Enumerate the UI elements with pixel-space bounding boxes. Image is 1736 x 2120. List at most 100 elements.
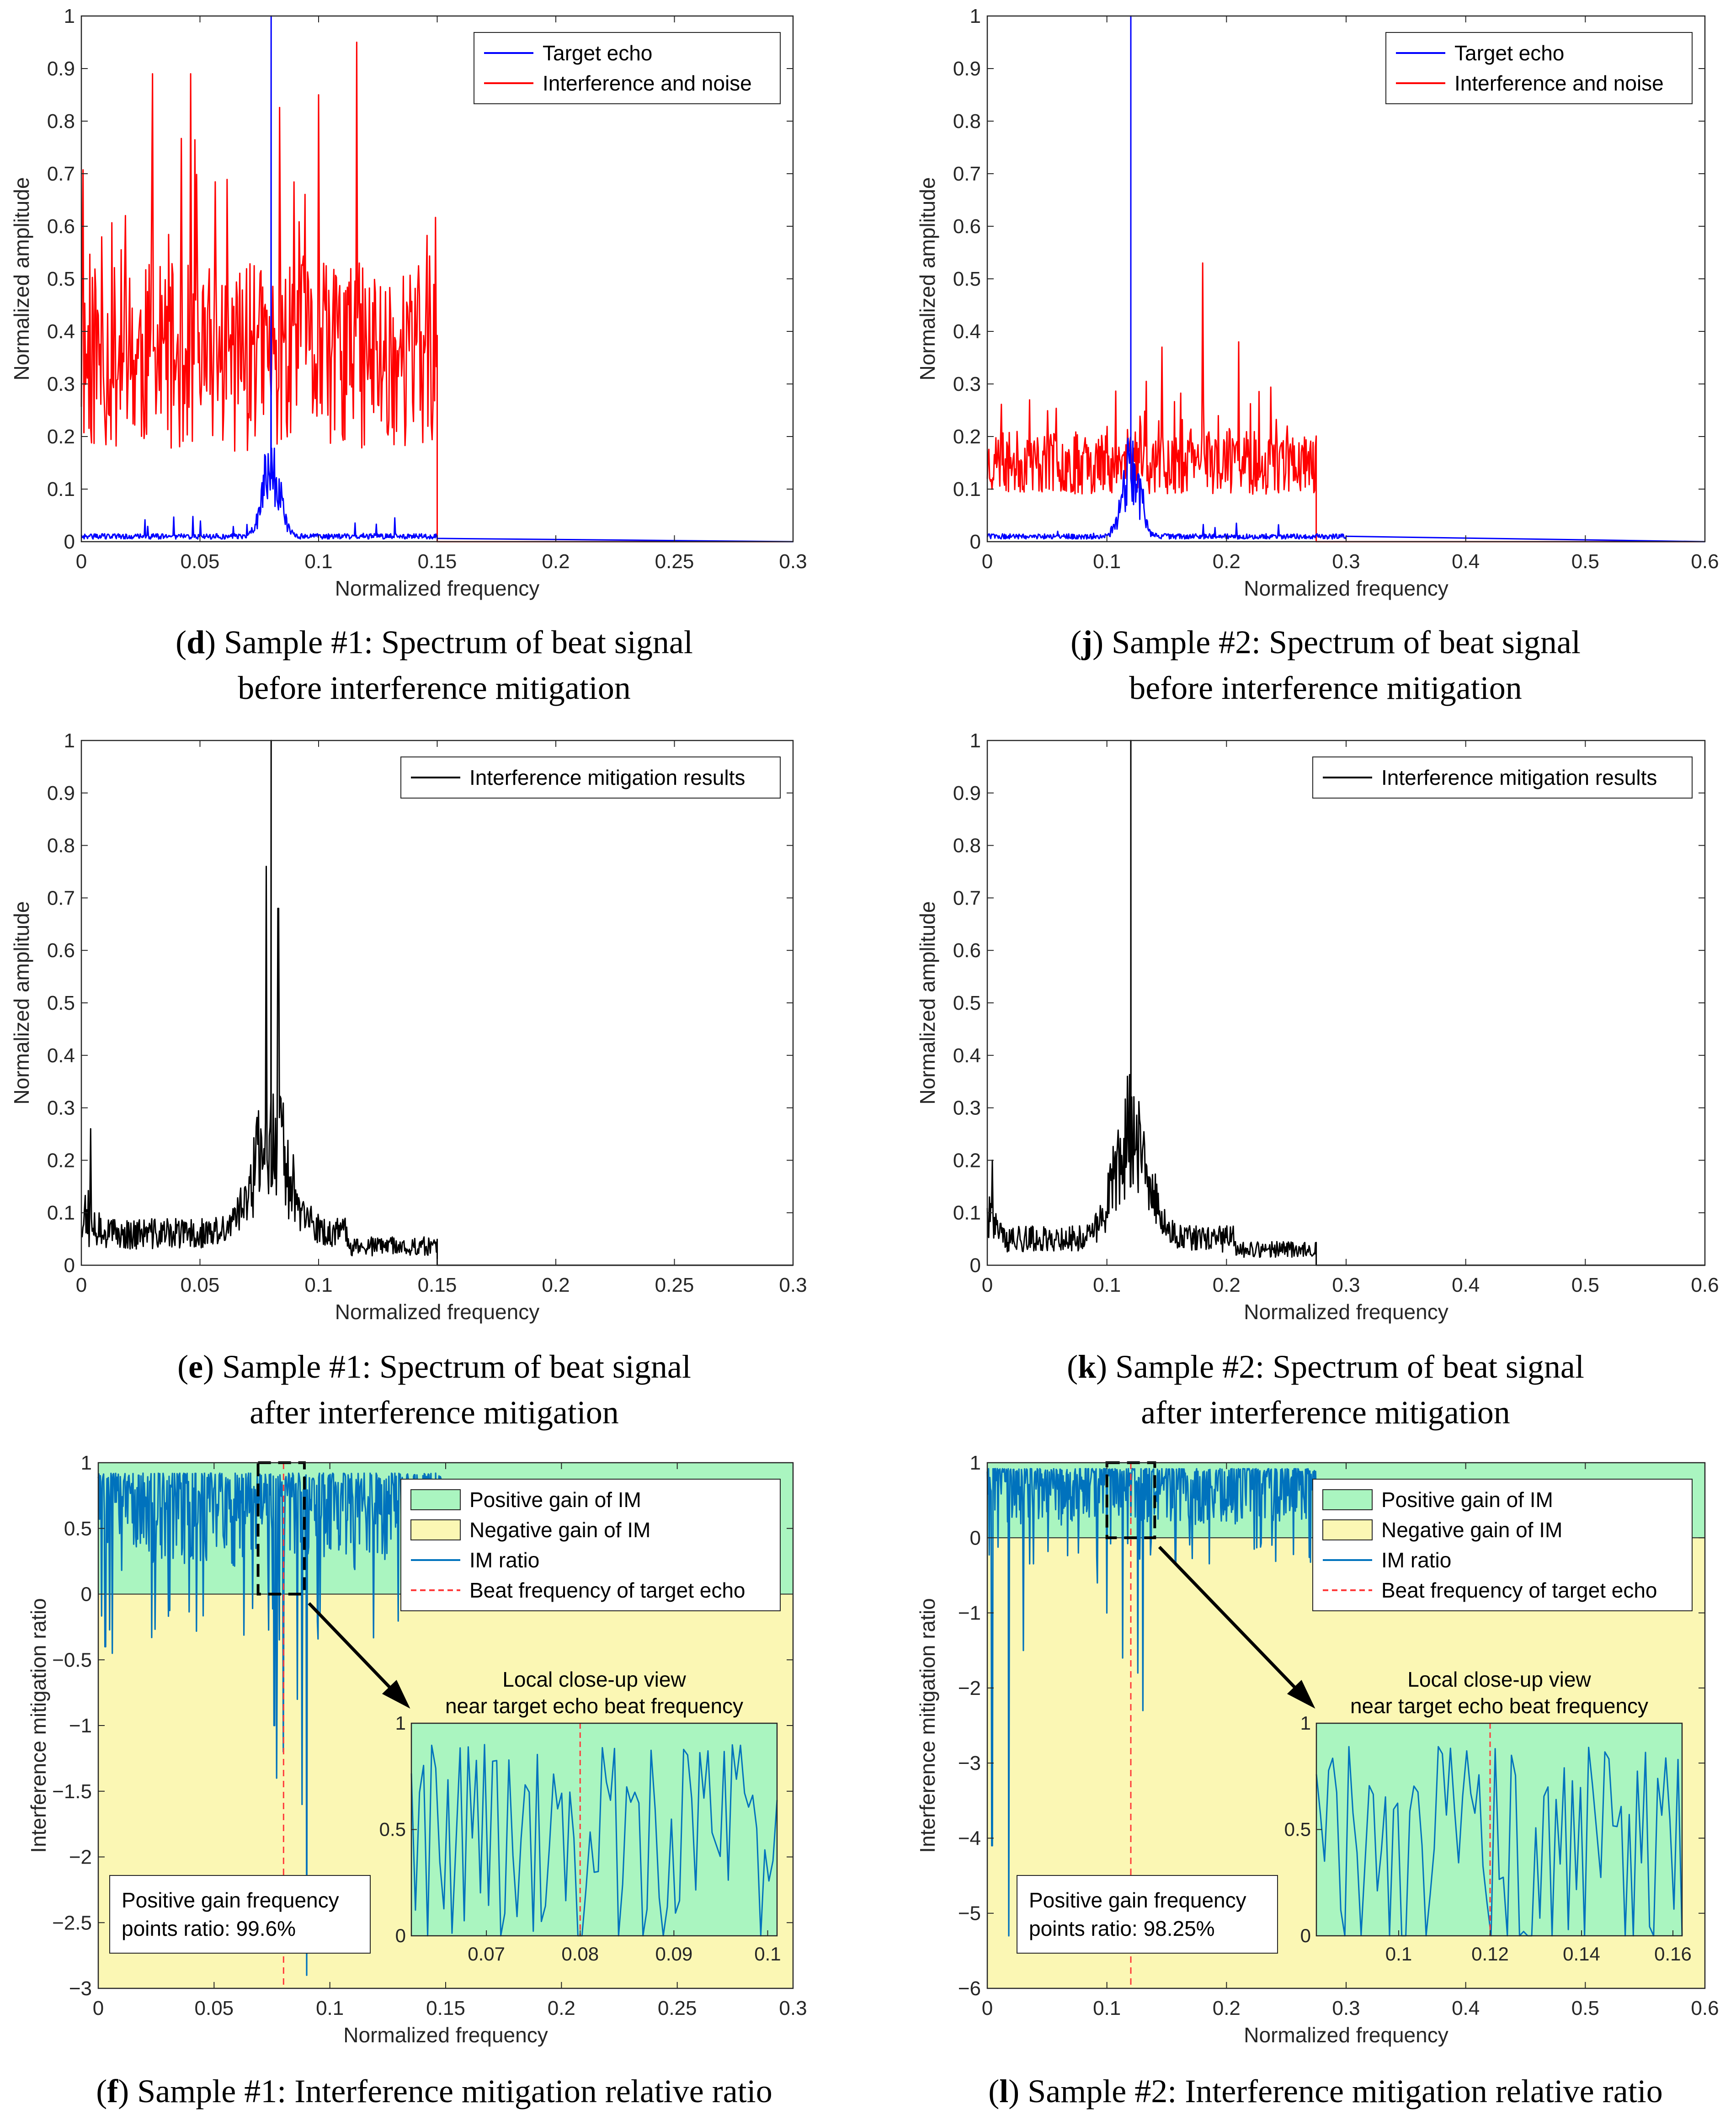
legend-box [474,32,781,104]
x-tick-label: 0 [982,1997,993,2019]
y-tick-label: 1 [970,730,981,752]
axes-frame [80,15,794,543]
y-tick-label: 0.5 [47,268,75,290]
y-tick-label: −3 [958,1752,981,1774]
y-tick-label: 0.5 [953,992,981,1014]
y-tick-label: 1 [64,730,75,752]
annotation-box [1017,1875,1278,1954]
y-tick-label: 0.9 [47,58,75,80]
y-axis-label: Normalized amplitude [916,177,939,381]
panel-f: 0 0.05 0.1 0.15 0.2 0.25 0.3 −3 −2.5 −2 −1.5 −1 −0.5… [27,1452,807,2047]
inset-y-tick-label: 0 [395,1925,406,1946]
y-tick-label: 1 [970,5,981,27]
y-tick-label: 0.7 [953,887,981,909]
annotation-line-1: Positive gain frequency [1029,1888,1246,1912]
y-tick-label: −3 [69,1977,92,2000]
x-axis-label: Normalized frequency [343,2023,548,2047]
y-tick-label: 0.4 [47,320,75,343]
caption-d: (d) Sample #1: Spectrum of beat signal b… [176,624,693,706]
legend-entry: Target echo [543,41,652,65]
legend-entry: Interference mitigation results [1381,766,1657,789]
x-tick-label: 0.2 [542,550,570,573]
x-tick-label: 0.1 [316,1997,344,2019]
inset-title-line-2: near target echo beat frequency [445,1694,743,1718]
y-tick-label: −0.5 [52,1649,92,1671]
x-tick-label: 0 [76,550,87,573]
y-tick-label: −2 [69,1846,92,1869]
y-tick-label: −4 [958,1827,981,1849]
y-tick-label: 0.9 [953,782,981,804]
x-tick-label: 0.4 [1452,1997,1480,2019]
legend-swatch [410,1519,461,1540]
y-tick-label: 0.5 [953,268,981,290]
y-tick-label: 0.8 [953,110,981,133]
x-tick-label: 0.2 [1213,1274,1241,1296]
inset-title-line-2: near target echo beat frequency [1350,1694,1648,1718]
inset-x-tick-label: 0.07 [468,1943,505,1965]
y-tick-label: −1 [69,1715,92,1737]
inset-title-line-1: Local close-up view [502,1667,686,1691]
interference-and-noise-line [80,42,793,543]
x-tick-label: 0.3 [1332,1997,1360,2019]
x-tick-label: 0.4 [1452,550,1480,573]
y-tick-label: 0.8 [47,835,75,857]
x-tick-label: 0.1 [304,1274,332,1296]
x-tick-label: 0 [93,1997,104,2019]
y-tick-label: 0 [81,1583,92,1606]
im-ratio-line [986,1468,1317,1937]
x-tick-label: 0.05 [181,1274,220,1296]
y-tick-label: 0.2 [47,1149,75,1172]
y-tick-label: −5 [958,1902,981,1925]
legend-box [1312,1479,1693,1611]
x-tick-label: 0.5 [1571,550,1599,573]
y-axis-label: Normalized amplitude [10,901,33,1105]
annotation-box [109,1875,371,1954]
x-tick-label: 0.25 [655,1274,694,1296]
panel-d: 0 0.05 0.1 0.15 0.2 0.25 0.3 0 0.1 0.2 0.3 0.4 0.5 0.… [10,5,807,600]
y-tick-label: 0 [64,531,75,553]
legend-entry: Beat frequency of target echo [469,1578,746,1602]
x-tick-label: 0 [76,1274,87,1296]
y-tick-label: 0.6 [47,939,75,962]
y-tick-label: 0.6 [47,215,75,238]
x-tick-label: 0.25 [655,550,694,573]
inset-title-line-1: Local close-up view [1407,1667,1591,1691]
legend-entry: Target echo [1454,41,1564,65]
y-tick-label: −2.5 [52,1912,92,1934]
x-tick-label: 0.15 [418,550,457,573]
target-echo-line [80,15,793,543]
legend-entry: Positive gain of IM [1381,1488,1553,1512]
y-tick-label: 0.6 [953,939,981,962]
x-tick-label: 0.15 [418,1274,457,1296]
y-tick-label: −6 [958,1977,981,2000]
y-tick-label: 1 [64,5,75,27]
x-tick-label: 0.3 [779,1274,807,1296]
inset-x-tick-label: 0.09 [655,1943,692,1965]
x-tick-label: 0.1 [1093,550,1121,573]
y-tick-label: 1 [970,1452,981,1474]
y-tick-label: 0.4 [953,320,981,343]
x-tick-label: 0.6 [1691,1997,1719,2019]
y-tick-label: −2 [958,1677,981,1699]
x-tick-label: 0.6 [1691,550,1719,573]
annotation-line-2: points ratio: 98.25% [1029,1917,1215,1940]
inset-y-tick-label: 0.5 [379,1819,406,1840]
x-tick-label: 0.05 [181,550,220,573]
caption-k: (k) Sample #2: Spectrum of beat signal a… [1067,1348,1584,1431]
inset-x-tick-label: 0.12 [1471,1943,1509,1965]
legend-entry: Negative gain of IM [1381,1518,1562,1542]
axes-frame [986,740,1706,1266]
caption-f: (f) Sample #1: Interference mitigation r… [96,2073,772,2109]
y-tick-label: 0 [970,1254,981,1277]
inset-im-ratio-line [410,1744,778,1937]
legend-entry: Positive gain of IM [469,1488,641,1512]
y-tick-label: 0.5 [64,1518,92,1540]
y-axis-label: Interference mitigation ratio [27,1598,50,1853]
im-ratio-line [97,1472,447,1976]
y-tick-label: 0.7 [953,163,981,185]
x-tick-label: 0.25 [658,1997,697,2019]
x-tick-label: 0.15 [426,1997,465,2019]
zoom-arrow-shaft [308,1602,406,1704]
y-tick-label: 0.1 [47,478,75,501]
